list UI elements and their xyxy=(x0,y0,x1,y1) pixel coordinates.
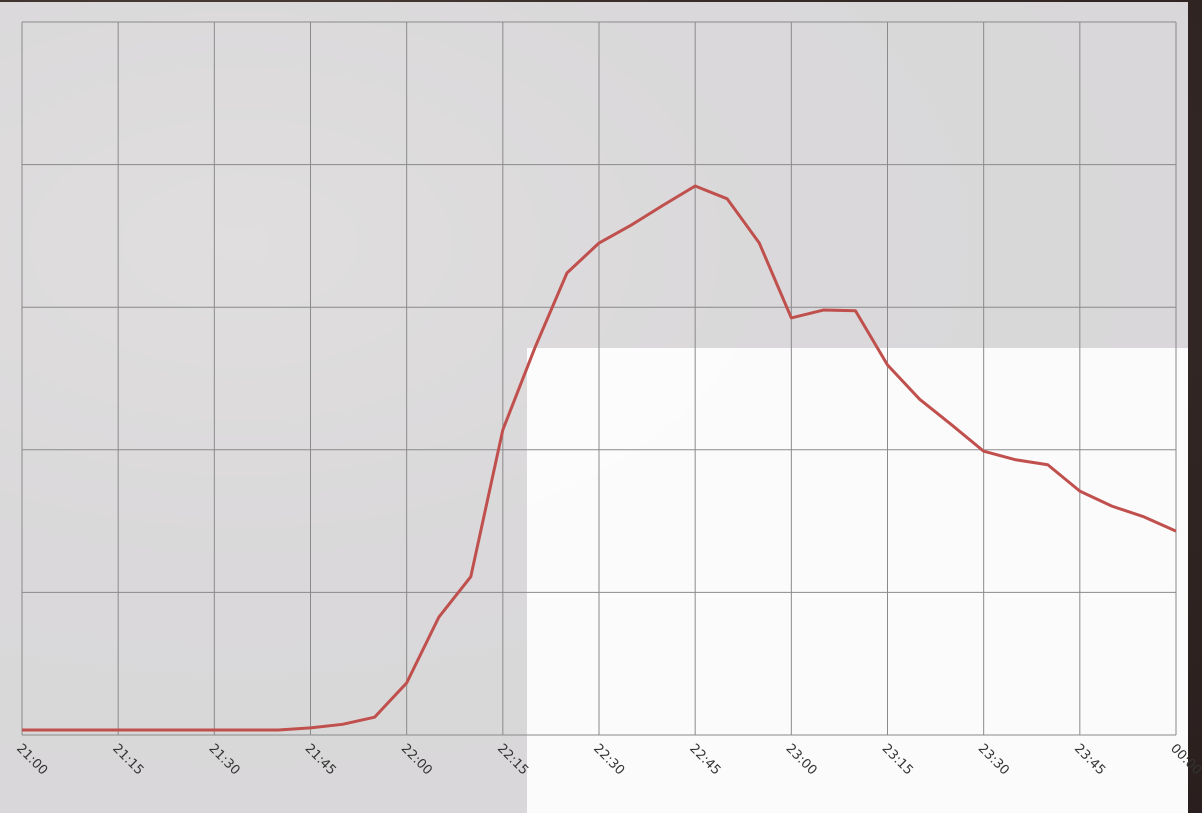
line xyxy=(22,184,1177,732)
x-tick-label: 21:45 xyxy=(302,741,339,778)
x-tick-label: 23:30 xyxy=(975,741,1012,778)
x-tick-label: 22:00 xyxy=(398,741,435,778)
x-tick-label: 22:45 xyxy=(686,741,723,778)
x-tick-label: 22:15 xyxy=(494,741,531,778)
x-tick-label: 21:30 xyxy=(206,741,243,778)
x-tick-label: 21:15 xyxy=(109,741,146,778)
x-tick-label: 00:00 xyxy=(1167,741,1202,778)
x-tick-label: 23:45 xyxy=(1071,741,1108,778)
x-tick-label: 22:30 xyxy=(590,741,627,778)
x-tick-label: 23:15 xyxy=(879,741,916,778)
x-tick-label: 23:00 xyxy=(783,741,820,778)
x-tick-label: 21:00 xyxy=(13,741,50,778)
